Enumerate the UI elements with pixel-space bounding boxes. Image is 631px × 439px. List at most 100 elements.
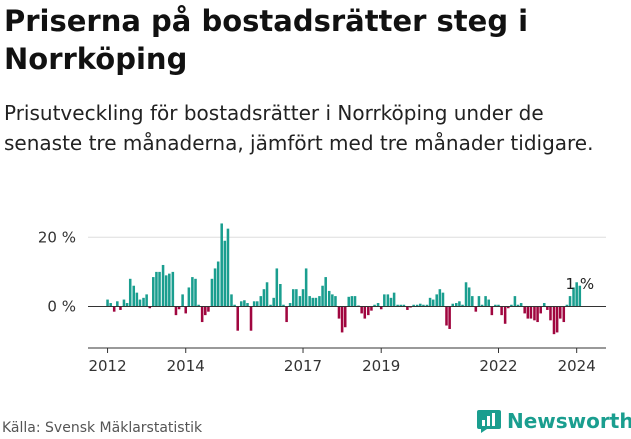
bar	[142, 297, 145, 307]
bar	[155, 271, 158, 307]
source-note: Källa: Svensk Mäklarstatistik	[2, 420, 203, 436]
bar	[223, 240, 227, 307]
bar	[236, 306, 240, 331]
bar	[233, 304, 236, 307]
bar	[116, 301, 119, 307]
x-tick-label: 2019	[362, 357, 400, 375]
bar-chart: 0 % 20 % 2012 2014 2017 2019 2022 2024 1 %	[38, 223, 606, 375]
bar	[128, 278, 132, 307]
bar	[529, 306, 533, 319]
annotations: 1 %	[566, 275, 595, 293]
bar	[539, 306, 542, 314]
bar	[324, 277, 327, 307]
bar	[350, 296, 354, 307]
bar	[412, 304, 415, 307]
bar	[220, 223, 223, 307]
bar	[138, 299, 142, 307]
bar	[308, 296, 311, 307]
bar	[419, 303, 422, 307]
bar	[526, 306, 530, 319]
bar	[246, 303, 249, 307]
bar	[467, 287, 471, 307]
bar	[477, 296, 481, 307]
chart-subtitle: Prisutveckling för bostadsrätter i Norrk…	[4, 101, 594, 155]
bar	[383, 294, 386, 307]
bar	[555, 306, 559, 333]
bar	[370, 306, 373, 311]
bar	[112, 306, 116, 312]
bar	[409, 306, 412, 308]
bar	[357, 305, 360, 307]
bar	[575, 282, 578, 307]
bar	[148, 306, 152, 309]
bar	[497, 304, 500, 307]
bar	[389, 297, 393, 307]
bar	[177, 306, 181, 310]
bar	[318, 296, 321, 307]
y-axis: 0 % 20 %	[38, 228, 606, 315]
bar	[379, 306, 383, 310]
bar	[490, 306, 494, 316]
bar	[519, 303, 523, 307]
bar	[210, 278, 214, 307]
bar	[392, 292, 396, 307]
bar	[558, 306, 562, 319]
bar	[145, 294, 148, 307]
x-axis: 2012 2014 2017 2019 2022 2024	[88, 347, 606, 375]
bar	[480, 304, 484, 307]
bar	[363, 306, 367, 319]
bar	[353, 296, 357, 307]
bar	[213, 268, 217, 307]
bar	[373, 304, 376, 307]
bar	[578, 285, 582, 307]
bar	[291, 289, 295, 307]
bar	[428, 297, 432, 307]
bars-group	[88, 223, 606, 335]
bar	[216, 261, 220, 307]
bar	[152, 277, 155, 307]
bar	[327, 290, 331, 307]
newsworthy-logo: Newsworthy	[476, 408, 631, 434]
bar	[158, 271, 161, 307]
bar	[200, 306, 204, 323]
bar	[386, 294, 390, 307]
bar	[171, 271, 175, 307]
bar	[422, 304, 425, 307]
bar	[331, 294, 334, 307]
x-tick-label: 2022	[479, 357, 517, 375]
bar	[572, 287, 575, 307]
bar	[265, 282, 269, 307]
bar	[181, 294, 184, 307]
x-tick-label: 2012	[88, 357, 126, 375]
bar	[119, 306, 122, 310]
bar	[204, 306, 207, 316]
bar	[187, 287, 191, 307]
bar	[262, 289, 266, 307]
bar	[415, 304, 419, 307]
bar	[396, 304, 399, 307]
bar	[191, 277, 194, 307]
bar	[161, 264, 165, 307]
bar	[269, 304, 272, 307]
x-tick-label: 2014	[167, 357, 205, 375]
bar	[343, 306, 347, 328]
bar	[301, 289, 305, 307]
bar	[194, 278, 197, 307]
bar	[516, 304, 520, 307]
bar	[367, 306, 370, 316]
bar	[337, 306, 341, 319]
bar	[441, 292, 445, 307]
bar	[406, 306, 409, 310]
bar	[536, 306, 539, 323]
bar	[314, 297, 318, 307]
bar	[282, 304, 285, 307]
bar	[168, 273, 171, 307]
bar	[298, 296, 302, 307]
bar	[256, 301, 259, 307]
bar	[562, 306, 566, 323]
bar	[304, 268, 308, 307]
bar	[184, 306, 188, 314]
bar	[565, 304, 569, 307]
bar	[474, 306, 478, 312]
bar	[448, 306, 451, 329]
